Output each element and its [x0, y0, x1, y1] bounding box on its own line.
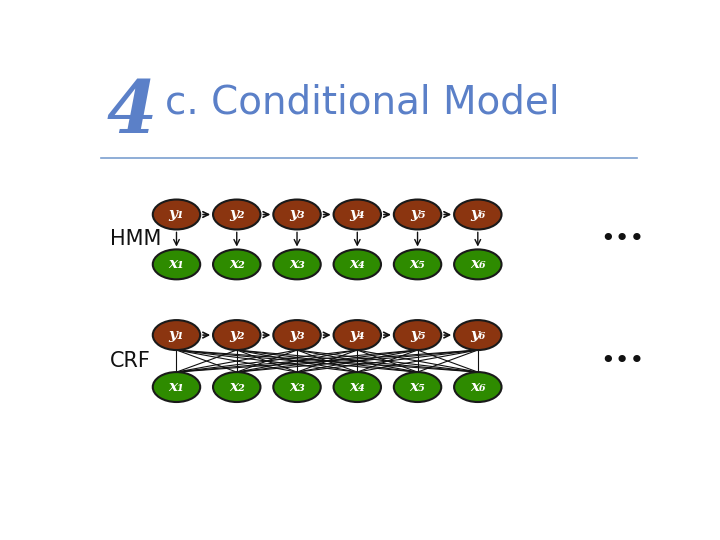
Text: x₆: x₆ [470, 380, 486, 394]
Text: x₅: x₅ [410, 380, 426, 394]
Text: y₂: y₂ [229, 207, 245, 221]
Text: y₅: y₅ [410, 207, 426, 221]
Ellipse shape [213, 249, 261, 279]
Ellipse shape [333, 372, 381, 402]
Ellipse shape [454, 372, 502, 402]
Text: x₁: x₁ [168, 380, 184, 394]
Text: HMM: HMM [109, 230, 161, 249]
Text: y₃: y₃ [289, 328, 305, 342]
Text: x₃: x₃ [289, 380, 305, 394]
Ellipse shape [213, 372, 261, 402]
Ellipse shape [394, 199, 441, 230]
Ellipse shape [454, 320, 502, 350]
Ellipse shape [274, 372, 320, 402]
Text: y₁: y₁ [168, 328, 184, 342]
Text: y₄: y₄ [349, 328, 365, 342]
Ellipse shape [153, 249, 200, 279]
Text: x₄: x₄ [349, 380, 365, 394]
Ellipse shape [454, 199, 502, 230]
Text: x₅: x₅ [410, 258, 426, 272]
Text: x₁: x₁ [168, 258, 184, 272]
Text: x₆: x₆ [470, 258, 486, 272]
Ellipse shape [454, 249, 502, 279]
Ellipse shape [333, 199, 381, 230]
Text: 4: 4 [107, 77, 157, 148]
Text: y₄: y₄ [349, 207, 365, 221]
Ellipse shape [153, 372, 200, 402]
Text: y₅: y₅ [410, 328, 426, 342]
Text: c. Conditional Model: c. Conditional Model [166, 84, 560, 122]
Ellipse shape [153, 199, 200, 230]
Ellipse shape [333, 320, 381, 350]
Text: y₃: y₃ [289, 207, 305, 221]
Text: •••: ••• [600, 227, 645, 252]
Text: y₂: y₂ [229, 328, 245, 342]
Ellipse shape [153, 320, 200, 350]
Ellipse shape [274, 199, 320, 230]
Ellipse shape [394, 372, 441, 402]
Ellipse shape [213, 199, 261, 230]
Text: x₂: x₂ [229, 258, 245, 272]
Ellipse shape [274, 320, 320, 350]
Text: x₃: x₃ [289, 258, 305, 272]
Text: y₆: y₆ [470, 207, 485, 221]
Ellipse shape [333, 249, 381, 279]
Ellipse shape [394, 249, 441, 279]
Ellipse shape [213, 320, 261, 350]
Text: y₁: y₁ [168, 207, 184, 221]
Ellipse shape [274, 249, 320, 279]
Text: y₆: y₆ [470, 328, 485, 342]
Text: •••: ••• [600, 349, 645, 373]
Text: x₂: x₂ [229, 380, 245, 394]
Text: CRF: CRF [109, 351, 150, 371]
Ellipse shape [394, 320, 441, 350]
Text: x₄: x₄ [349, 258, 365, 272]
